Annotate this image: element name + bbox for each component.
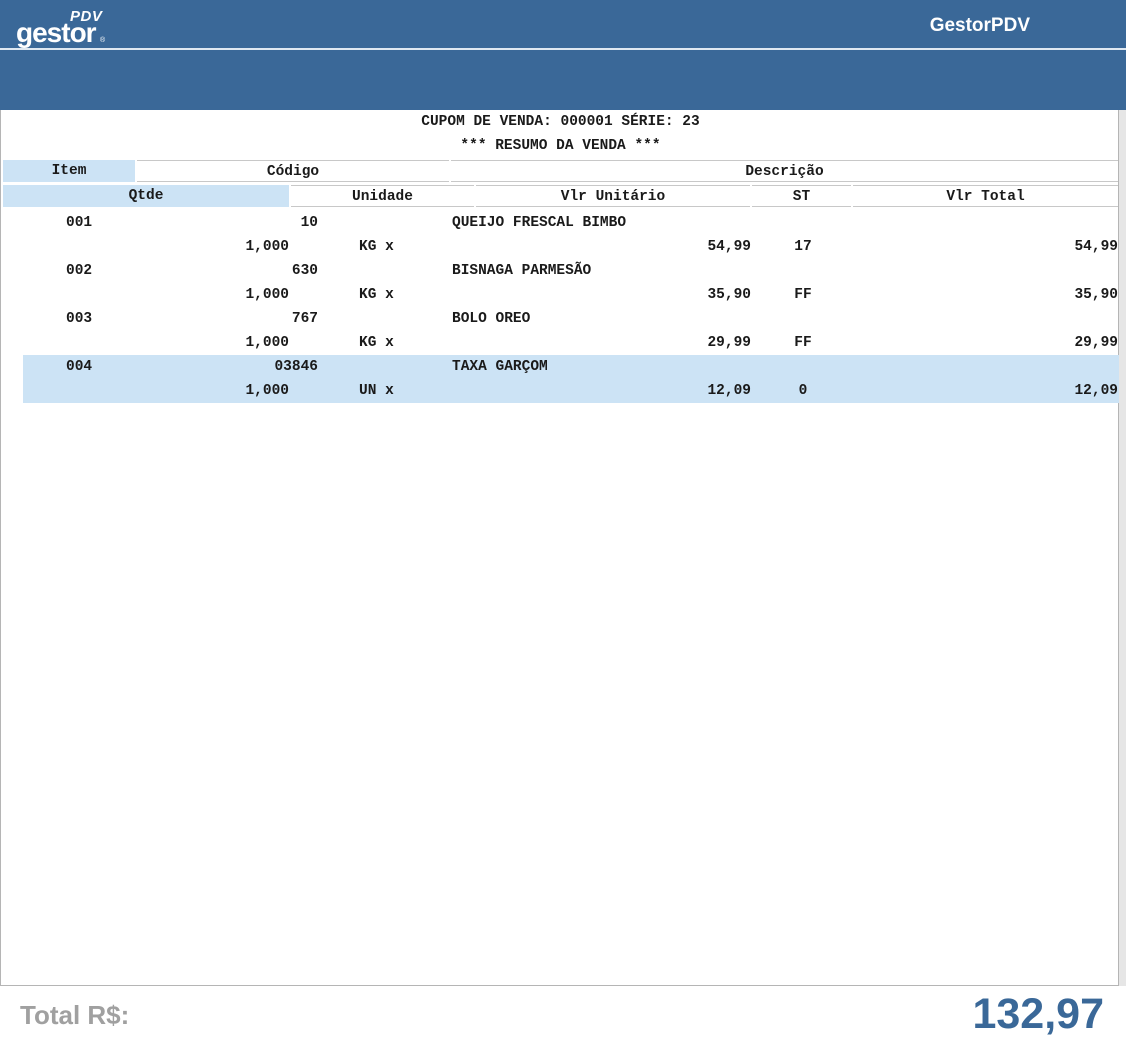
app-header: PDV gestor ® GestorPDV	[0, 0, 1126, 110]
item-unit: KG x	[359, 335, 394, 351]
item-unit-price: 54,99	[707, 239, 751, 255]
item-row[interactable]: 002 630 BISNAGA PARMESÃO	[23, 259, 1120, 283]
item-total: 54,99	[1074, 239, 1118, 255]
item-st: 17	[794, 239, 812, 255]
column-header-row-2: Qtde Unidade Vlr Unitário ST Vlr Total	[1, 185, 1120, 207]
item-detail-row[interactable]: 1,000 KG x 54,99 17 54,99	[23, 235, 1120, 259]
item-description: TAXA GARÇOM	[452, 359, 548, 375]
item-code: 767	[291, 311, 318, 327]
item-st: 0	[798, 383, 808, 399]
item-unit-price: 29,99	[707, 335, 751, 351]
item-number: 002	[66, 263, 93, 279]
item-total: 29,99	[1074, 335, 1118, 351]
item-number: 004	[66, 359, 93, 375]
item-unit: UN x	[359, 383, 394, 399]
coupon-line: CUPOM DE VENDA: 000001 SÉRIE: 23	[421, 114, 700, 130]
item-unit: KG x	[359, 239, 394, 255]
item-unit-price: 12,09	[707, 383, 751, 399]
item-row[interactable]: 004 03846 TAXA GARÇOM	[23, 355, 1120, 379]
item-description: BISNAGA PARMESÃO	[452, 263, 592, 279]
scrollbar-track[interactable]	[1119, 110, 1126, 986]
column-header-row-1: Item Código Descrição	[1, 160, 1120, 182]
item-code: 10	[300, 215, 318, 231]
item-row[interactable]: 003 767 BOLO OREO	[23, 307, 1120, 331]
item-quantity: 1,000	[245, 239, 289, 255]
total-value: 132,97	[972, 990, 1104, 1038]
item-detail-row[interactable]: 1,000 KG x 35,90 FF 35,90	[23, 283, 1120, 307]
total-label: Total R$:	[20, 1000, 130, 1030]
column-header-vlr-total: Vlr Total	[853, 185, 1118, 207]
item-unit: KG x	[359, 287, 394, 303]
receipt-panel: CUPOM DE VENDA: 000001 SÉRIE: 23 *** RES…	[0, 110, 1120, 986]
item-quantity: 1,000	[245, 383, 289, 399]
column-header-st: ST	[752, 185, 851, 207]
column-header-unidade: Unidade	[291, 185, 474, 207]
app-title: GestorPDV	[929, 15, 1030, 36]
column-header-qtde: Qtde	[3, 185, 289, 207]
item-st: FF	[794, 287, 812, 303]
column-header-vlr-unitario: Vlr Unitário	[476, 185, 750, 207]
column-header-descricao: Descrição	[451, 160, 1118, 182]
item-code: 630	[291, 263, 318, 279]
item-st: FF	[794, 335, 812, 351]
item-code: 03846	[274, 359, 318, 375]
gestor-pdv-logo: PDV gestor ®	[16, 8, 106, 48]
item-detail-row[interactable]: 1,000 UN x 12,09 0 12,09	[23, 379, 1120, 403]
column-header-codigo: Código	[137, 160, 449, 182]
item-number: 001	[66, 215, 93, 231]
item-total: 12,09	[1074, 383, 1118, 399]
item-description: QUEIJO FRESCAL BIMBO	[452, 215, 627, 231]
item-quantity: 1,000	[245, 287, 289, 303]
item-detail-row[interactable]: 1,000 KG x 29,99 FF 29,99	[23, 331, 1120, 355]
summary-line: *** RESUMO DA VENDA ***	[460, 138, 661, 154]
header-divider	[0, 48, 1126, 50]
item-number: 003	[66, 311, 93, 327]
item-unit-price: 35,90	[707, 287, 751, 303]
item-row[interactable]: 001 10 QUEIJO FRESCAL BIMBO	[23, 211, 1120, 235]
column-header-item: Item	[3, 160, 135, 182]
item-quantity: 1,000	[245, 335, 289, 351]
item-description: BOLO OREO	[452, 311, 531, 327]
item-total: 35,90	[1074, 287, 1118, 303]
